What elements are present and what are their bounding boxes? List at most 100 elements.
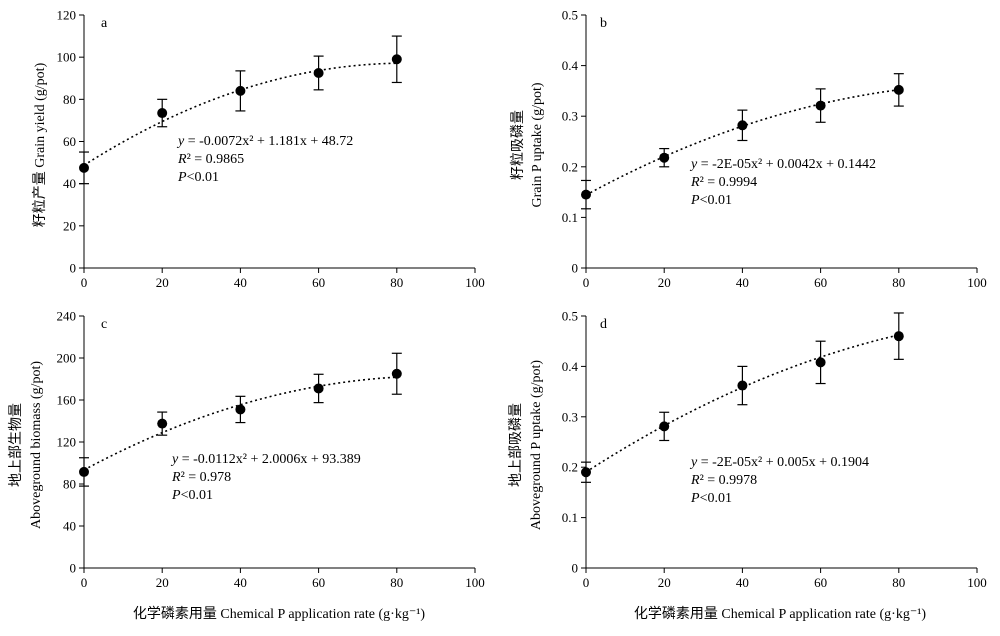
p-value-text: <0.01 — [700, 491, 732, 506]
equation-terms: = -2E-05x² + 0.0042x + 0.1442 — [697, 157, 876, 172]
data-point — [581, 467, 591, 478]
panel-b: 0 20 40 60 80 100 0 0.1 0.2 0.3 0.4 0.5 b 籽粒吸磷量 Grain … — [510, 8, 987, 291]
data-point — [659, 152, 670, 163]
y-tick-label: 40 — [63, 176, 76, 191]
y-axis-title-en: Aboveground biomass (g/pot) — [29, 361, 44, 529]
data-point — [235, 404, 246, 415]
y-tick-label: 0.4 — [562, 359, 579, 374]
data-point — [313, 383, 324, 394]
r-squared: R² = 0.9994 — [690, 175, 757, 190]
x-tick-label: 60 — [312, 575, 325, 590]
fit-equation: y = -0.0072x² + 1.181x + 48.72 — [176, 134, 353, 149]
r-squared: R² = 0.9865 — [177, 152, 244, 167]
fit-equation: y = -2E-05x² + 0.0042x + 0.1442 — [689, 157, 876, 172]
y-tick-label: 80 — [63, 477, 76, 492]
fit-equation: y = -0.0112x² + 2.0006x + 93.389 — [170, 452, 361, 467]
p-symbol: P — [171, 488, 181, 503]
data-point — [737, 120, 748, 131]
x-tick-label: 80 — [892, 275, 905, 290]
y-axis-title-en: Aboveground P uptake (g/pot) — [529, 360, 544, 531]
equation-y: y — [176, 134, 185, 149]
panel-c: 0 20 40 60 80 100 0 40 80 120 160 200 240 c 地上部生物量 Abov… — [8, 309, 485, 591]
x-tick-label: 80 — [390, 575, 403, 590]
data-point — [893, 84, 904, 95]
data-point — [659, 421, 670, 432]
r-squared: R² = 0.978 — [171, 470, 231, 485]
p-value-text: <0.01 — [700, 193, 732, 208]
x-tick-label: 100 — [465, 275, 485, 290]
r-symbol: R — [690, 473, 700, 488]
y-tick-label: 0 — [70, 261, 77, 276]
x-tick-label: 40 — [736, 275, 749, 290]
y-axis-title: 籽粒吸磷量 — [510, 110, 526, 180]
x-tick-label: 100 — [465, 575, 485, 590]
data-point — [313, 67, 324, 78]
y-tick-label: 120 — [57, 435, 77, 450]
r-squared-value: ² = 0.9994 — [700, 175, 758, 190]
equation-terms: = -0.0072x² + 1.181x + 48.72 — [184, 134, 353, 149]
y-tick-label: 0 — [572, 261, 579, 276]
y-tick-label: 160 — [57, 393, 77, 408]
x-tick-label: 80 — [390, 275, 403, 290]
x-tick-label: 20 — [156, 575, 169, 590]
data-point — [815, 100, 826, 111]
data-point — [79, 162, 89, 173]
x-tick-label: 20 — [156, 275, 169, 290]
r-squared-value: ² = 0.978 — [181, 470, 232, 485]
y-axis-title: 地上部生物量 — [8, 403, 24, 487]
x-tick-label: 0 — [583, 575, 590, 590]
y-tick-label: 100 — [57, 50, 77, 65]
p-value: P<0.01 — [177, 170, 219, 185]
equation-terms: = -0.0112x² + 2.0006x + 93.389 — [178, 452, 361, 467]
panel-a: 0 20 40 60 80 100 0 20 40 60 80 100 120 a 籽粒产量 Grain y… — [32, 8, 485, 291]
p-symbol: P — [177, 170, 187, 185]
r-squared-value: ² = 0.9865 — [187, 152, 245, 167]
equation-y: y — [689, 157, 698, 172]
x-tick-label: 20 — [658, 275, 671, 290]
fit-curve — [83, 62, 397, 166]
p-symbol: P — [690, 491, 700, 506]
x-tick-label: 20 — [658, 575, 671, 590]
x-tick-label: 40 — [234, 275, 247, 290]
x-tick-label: 40 — [736, 575, 749, 590]
x-tick-label: 60 — [814, 575, 827, 590]
data-point — [815, 357, 826, 368]
data-point — [235, 85, 246, 96]
y-tick-label: 0.2 — [562, 460, 578, 475]
p-value: P<0.01 — [171, 488, 213, 503]
p-value-text: <0.01 — [181, 488, 213, 503]
p-value-text: <0.01 — [187, 170, 219, 185]
x-axis-title-left: 化学磷素用量 Chemical P application rate (g·kg… — [133, 606, 426, 622]
r-symbol: R — [171, 470, 181, 485]
y-tick-label: 80 — [63, 92, 76, 107]
data-point — [391, 54, 402, 65]
y-tick-label: 0.1 — [562, 210, 578, 225]
x-tick-label: 60 — [814, 275, 827, 290]
data-point — [79, 466, 89, 477]
data-point — [581, 189, 591, 200]
x-tick-label: 60 — [312, 275, 325, 290]
equation-y: y — [170, 452, 179, 467]
data-point — [157, 418, 168, 429]
p-value: P<0.01 — [690, 491, 732, 506]
r-symbol: R — [177, 152, 187, 167]
x-tick-label: 100 — [967, 275, 987, 290]
y-tick-label: 0.2 — [562, 159, 578, 174]
r-squared: R² = 0.9978 — [690, 473, 757, 488]
y-tick-label: 0.1 — [562, 510, 578, 525]
x-tick-label: 0 — [583, 275, 590, 290]
panel-letter: c — [101, 317, 107, 332]
r-squared-value: ² = 0.9978 — [700, 473, 758, 488]
y-axis-title-en: Grain P uptake (g/pot) — [530, 82, 545, 207]
fit-curve — [585, 334, 899, 473]
data-point — [157, 108, 168, 119]
panel-letter: b — [600, 16, 607, 31]
y-tick-label: 0.5 — [562, 8, 578, 23]
y-tick-label: 20 — [63, 218, 76, 233]
data-point — [893, 331, 904, 342]
y-tick-label: 0.3 — [562, 109, 578, 124]
x-tick-label: 0 — [81, 275, 88, 290]
y-tick-label: 0 — [572, 561, 579, 576]
x-tick-label: 40 — [234, 575, 247, 590]
y-tick-label: 120 — [57, 8, 77, 23]
